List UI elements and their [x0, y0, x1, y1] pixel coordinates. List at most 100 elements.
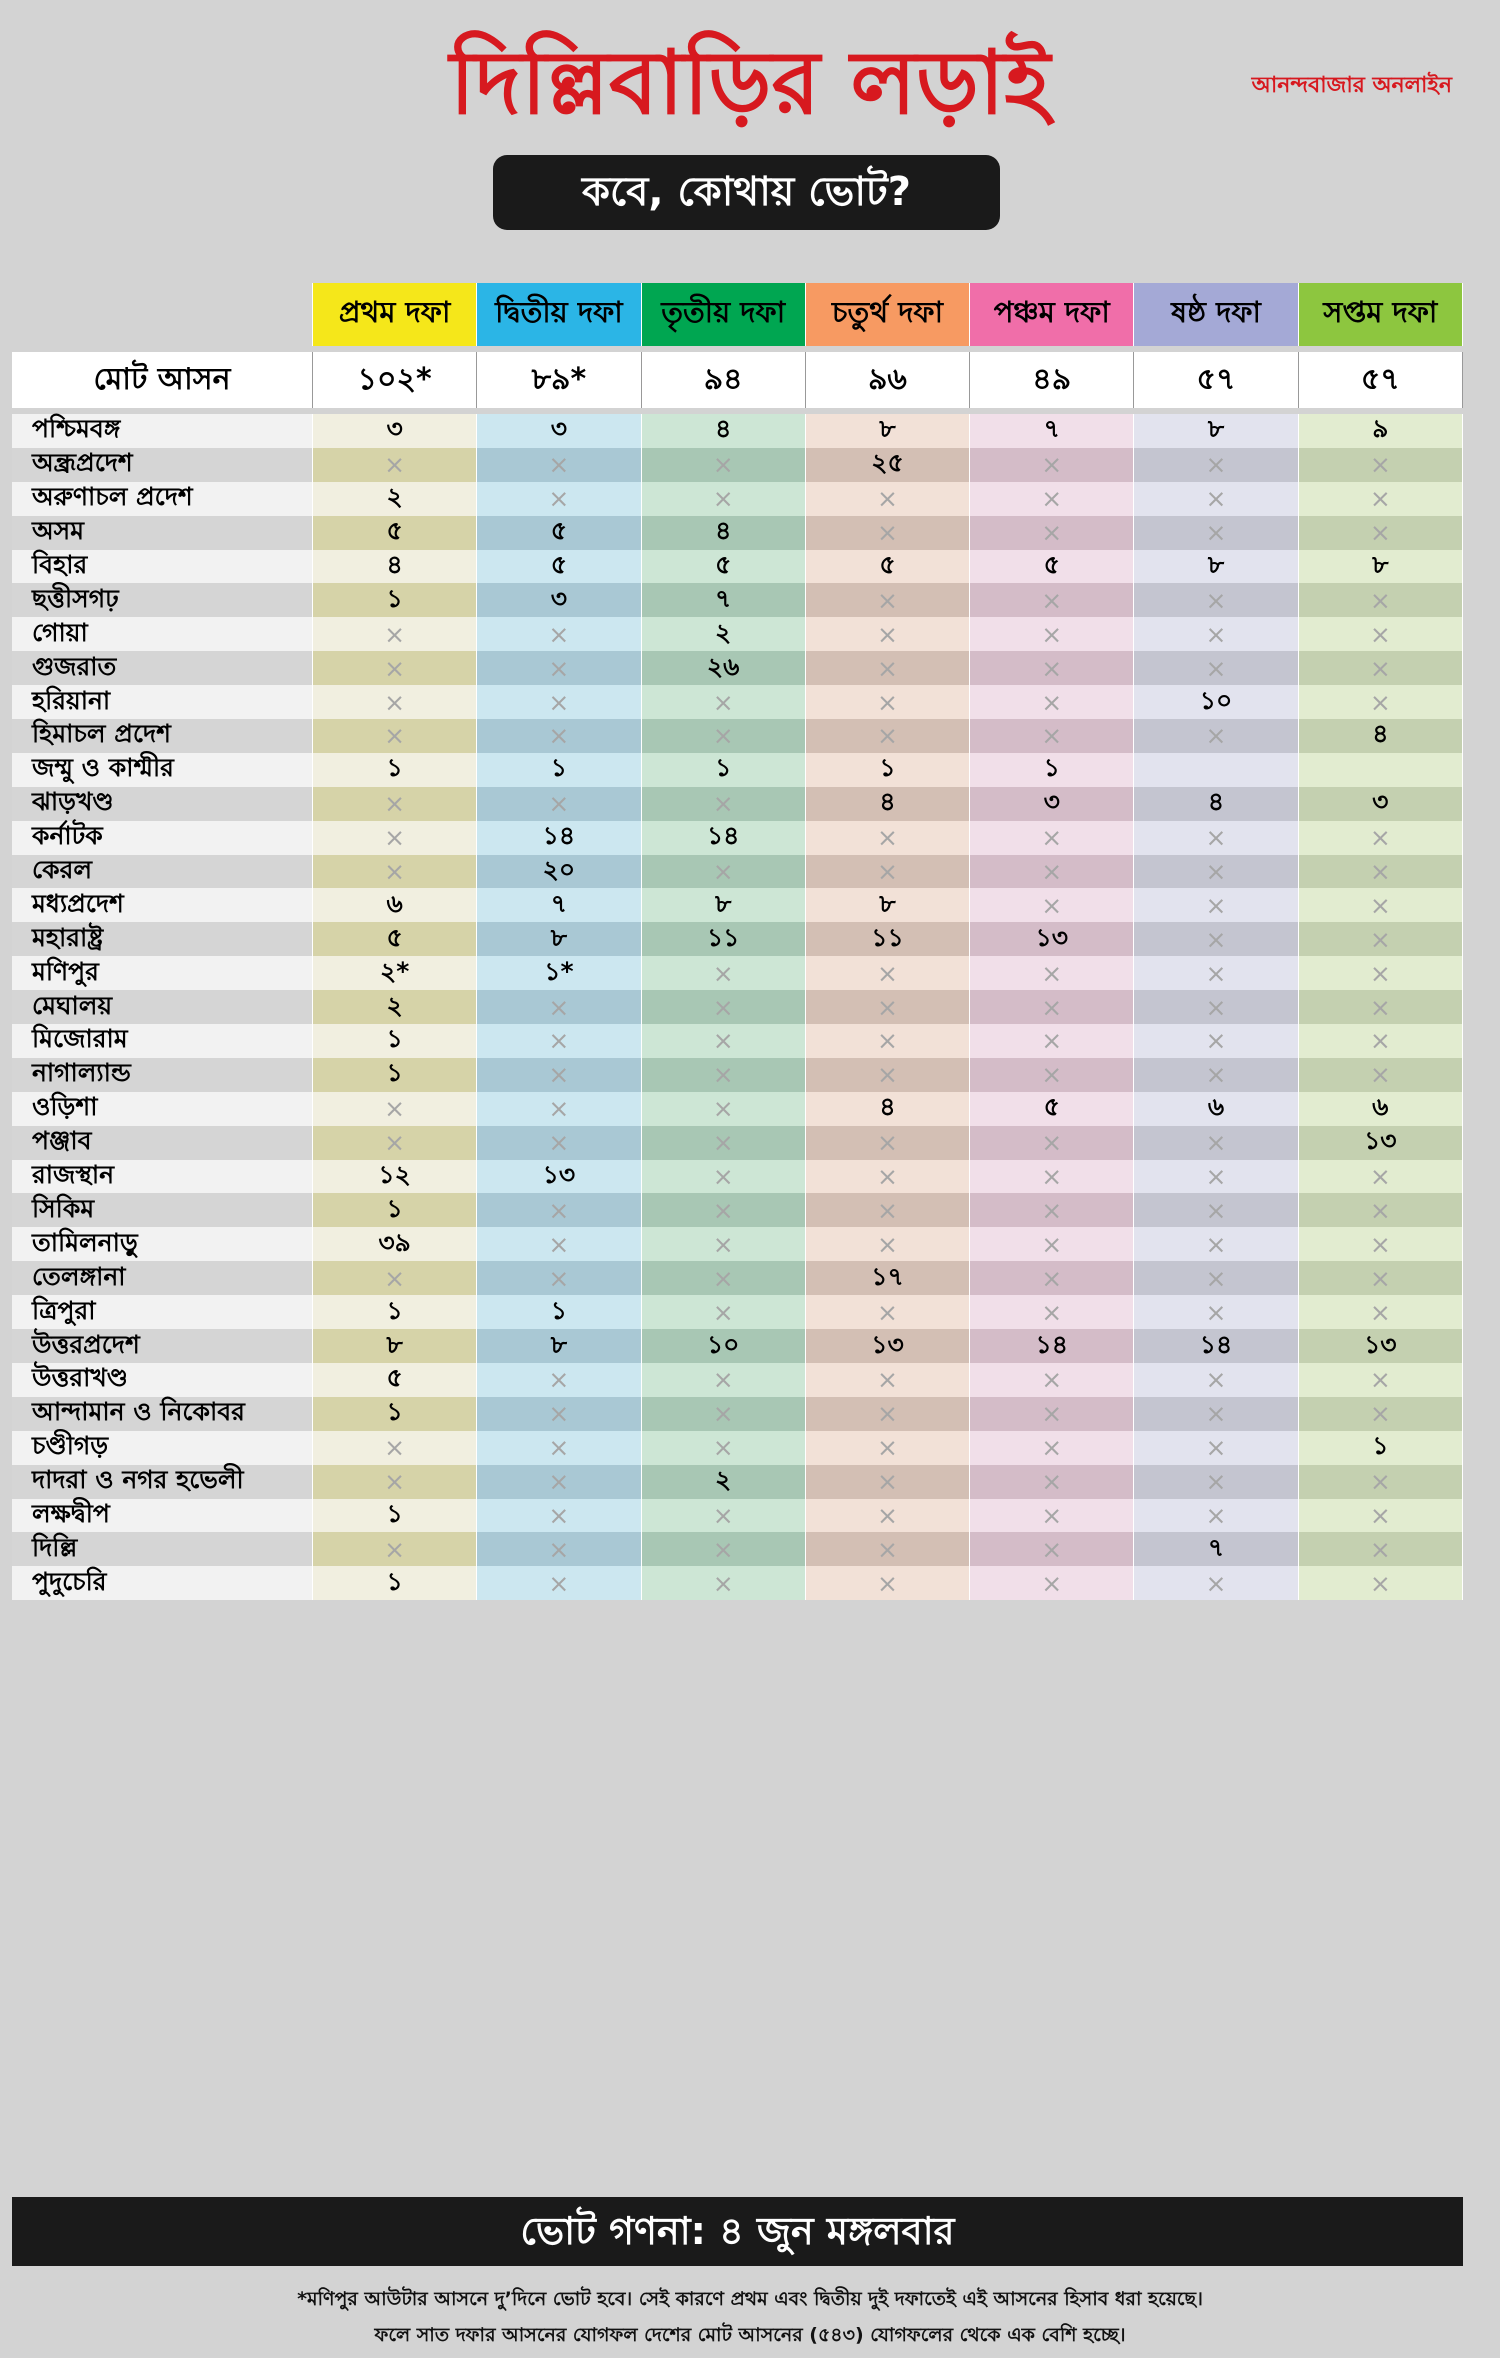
- state-name: মিজোরাম: [12, 1024, 313, 1058]
- state-name: তেলঙ্গানা: [12, 1261, 313, 1296]
- seat-cell: ×: [1134, 481, 1299, 516]
- corner: [12, 283, 313, 346]
- seat-cell: ×: [477, 990, 642, 1025]
- seat-cell: ×: [312, 820, 478, 855]
- state-name: আন্দামান ও নিকোবর: [12, 1396, 313, 1431]
- phase-header: তৃতীয় দফা: [641, 283, 806, 346]
- state-name: উত্তরাখণ্ড: [12, 1362, 313, 1397]
- seat-cell: ×: [970, 1498, 1135, 1533]
- seat-cell: ×: [477, 1430, 642, 1465]
- seat-cell: ×: [312, 719, 478, 753]
- seat-cell: ×: [641, 1091, 806, 1126]
- seat-cell: ×: [1134, 1396, 1299, 1431]
- seat-cell: ×: [970, 1396, 1135, 1431]
- seat-cell: ৭: [970, 414, 1135, 448]
- seat-cell: ×: [641, 1024, 806, 1058]
- seat-cell: ×: [1134, 447, 1299, 482]
- seat-cell: ×: [1134, 1498, 1299, 1533]
- seat-cell: ৪: [1298, 719, 1463, 753]
- seat-cell: ১৩: [477, 1159, 642, 1194]
- seat-cell: ×: [970, 481, 1135, 516]
- seat-cell: ×: [312, 617, 478, 652]
- seat-cell: ২৫: [805, 447, 971, 482]
- state-name: হিমাচল প্রদেশ: [12, 719, 313, 753]
- seat-cell: ৭: [1134, 1532, 1299, 1567]
- seat-cell: ×: [1298, 1227, 1463, 1262]
- seat-cell: ৮: [641, 888, 806, 923]
- state-name: দাদরা ও নগর হভেলী: [12, 1464, 313, 1499]
- seat-cell: ×: [970, 1261, 1135, 1296]
- state-name: তামিলনাড়ু: [12, 1227, 313, 1262]
- seat-cell: ×: [970, 1024, 1135, 1058]
- seat-cell: ৪: [805, 1091, 971, 1126]
- schedule-table: প্রথম দফা দ্বিতীয় দফা তৃতীয় দফা চতুর্থ দফ…: [12, 283, 1463, 1601]
- phase-header: প্রথম দফা: [312, 283, 478, 346]
- seat-cell: ×: [477, 651, 642, 686]
- state-name: জম্মু ও কাশ্মীর: [12, 752, 313, 787]
- state-name: মণিপুর: [12, 956, 313, 991]
- state-row: ওড়িশা × × × ৪ ৫ ৬ ৬: [12, 1091, 1463, 1126]
- seat-cell: ×: [970, 888, 1135, 923]
- state-name: কর্নাটক: [12, 820, 313, 855]
- seat-cell: ×: [1134, 1430, 1299, 1465]
- seat-cell: ৫: [641, 549, 806, 584]
- state-name: পঞ্জাব: [12, 1125, 313, 1160]
- seat-cell: ×: [805, 1498, 971, 1533]
- seat-cell: ×: [1134, 990, 1299, 1025]
- phase-header: পঞ্চম দফা: [970, 283, 1135, 346]
- seat-cell: ১: [1298, 1430, 1463, 1465]
- seat-cell: ×: [1134, 1464, 1299, 1499]
- state-name: অসম: [12, 515, 313, 550]
- seat-cell: ১: [477, 752, 642, 787]
- seat-cell: ×: [805, 1566, 971, 1601]
- seat-cell: ৫: [477, 549, 642, 584]
- seat-cell: ×: [970, 1532, 1135, 1567]
- seat-cell: ১৩: [1298, 1125, 1463, 1160]
- state-name: মেঘালয়: [12, 990, 313, 1025]
- seat-cell: ×: [805, 583, 971, 618]
- seat-cell: ২: [312, 481, 478, 516]
- seat-cell: ×: [1298, 651, 1463, 686]
- state-row: অসম ৫ ৫ ৪ × × × ×: [12, 515, 1463, 550]
- state-row: আন্দামান ও নিকোবর ১ × × × × × ×: [12, 1396, 1463, 1431]
- state-name: মধ্যপ্রদেশ: [12, 888, 313, 923]
- seat-cell: ×: [641, 1227, 806, 1262]
- state-name: গুজরাত: [12, 651, 313, 686]
- seat-cell: ১৩: [1298, 1329, 1463, 1363]
- state-row: মেঘালয় ২ × × × × × ×: [12, 990, 1463, 1025]
- seat-cell: ×: [1134, 1227, 1299, 1262]
- seat-cell: ×: [477, 786, 642, 821]
- state-name: ঝাড়খণ্ড: [12, 786, 313, 821]
- seat-cell: ×: [1298, 1566, 1463, 1601]
- seat-cell: ×: [970, 447, 1135, 482]
- seat-cell: ১: [312, 752, 478, 787]
- state-name: অরুণাচল প্রদেশ: [12, 481, 313, 516]
- seat-cell: ×: [805, 956, 971, 991]
- state-row: গোয়া × × ২ × × × ×: [12, 617, 1463, 652]
- seat-cell: ১৩: [805, 1329, 971, 1363]
- seat-cell: ×: [1134, 1261, 1299, 1296]
- seat-cell: ৫: [312, 515, 478, 550]
- seat-cell: ×: [1298, 1532, 1463, 1567]
- state-row: লক্ষদ্বীপ ১ × × × × × ×: [12, 1498, 1463, 1533]
- seat-cell: ×: [805, 515, 971, 550]
- seat-cell: ×: [1298, 447, 1463, 482]
- seat-cell: ×: [312, 786, 478, 821]
- state-row: জম্মু ও কাশ্মীর ১ ১ ১ ১ ১: [12, 752, 1463, 787]
- seat-cell: ১১: [805, 922, 971, 957]
- seat-cell: ×: [1298, 1464, 1463, 1499]
- seat-cell: ×: [312, 1430, 478, 1465]
- seat-cell: ×: [477, 1227, 642, 1262]
- seat-cell: ×: [1134, 888, 1299, 923]
- state-row: চণ্ডীগড় × × × × × × ১: [12, 1430, 1463, 1465]
- seat-cell: ×: [641, 1125, 806, 1160]
- seat-cell: ×: [805, 1125, 971, 1160]
- seat-cell: ×: [970, 719, 1135, 753]
- total-label: মোট আসন: [12, 352, 313, 408]
- seat-cell: ×: [805, 820, 971, 855]
- seat-cell: ৪: [1134, 786, 1299, 821]
- seat-cell: ৪: [805, 786, 971, 821]
- seat-cell: ১: [641, 752, 806, 787]
- seat-cell: ১: [312, 1566, 478, 1601]
- seat-cell: ×: [1134, 515, 1299, 550]
